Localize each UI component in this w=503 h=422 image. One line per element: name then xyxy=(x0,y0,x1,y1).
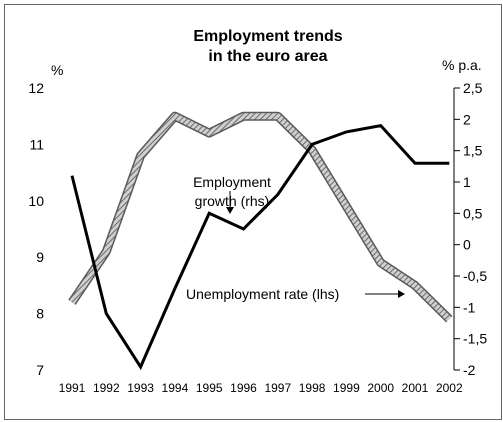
employment-growth-point xyxy=(413,161,417,165)
right-axis-unit: % p.a. xyxy=(442,57,482,73)
unemployment-rate-point xyxy=(413,283,417,287)
employment-growth-point xyxy=(447,161,451,165)
employment-growth-point xyxy=(207,211,211,215)
unemployment-rate-point xyxy=(242,114,246,118)
right-tick-label: 0 xyxy=(463,237,471,253)
unemployment-rate-arrow xyxy=(365,290,405,298)
chart-subtitle: in the euro area xyxy=(208,48,327,65)
unemployment-rate-point xyxy=(276,114,280,118)
right-tick-label: 1,5 xyxy=(463,143,483,159)
employment-growth-point xyxy=(310,142,314,146)
left-tick-label: 11 xyxy=(29,136,44,152)
x-tick-label: 1994 xyxy=(162,381,189,395)
right-tick-label: -1,5 xyxy=(463,331,487,347)
chart-frame xyxy=(4,4,502,420)
x-tick-label: 1996 xyxy=(230,381,257,395)
left-tick-label: 12 xyxy=(28,80,44,96)
unemployment-rate-point xyxy=(70,300,74,304)
left-axis-ticks: 12 11 10 9 8 7 xyxy=(28,80,44,378)
x-tick-label: 2001 xyxy=(402,381,429,395)
employment-growth-point xyxy=(70,174,74,178)
x-tick-label: 1992 xyxy=(93,381,120,395)
x-tick-label: 2002 xyxy=(436,381,463,395)
unemployment-rate-point xyxy=(379,261,383,265)
unemployment-rate-point xyxy=(139,154,143,158)
left-tick-label: 10 xyxy=(28,193,44,209)
right-tick-label: 2 xyxy=(463,111,471,127)
left-tick-label: 8 xyxy=(36,306,44,322)
chart-title: Employment trends xyxy=(193,28,342,45)
employment-growth-point xyxy=(242,227,246,231)
x-tick-label: 1995 xyxy=(196,381,223,395)
x-tick-label: 2000 xyxy=(367,381,394,395)
unemployment-rate-point xyxy=(344,204,348,208)
employment-growth-point xyxy=(173,287,177,291)
employment-growth-point xyxy=(276,193,280,197)
unemployment-rate-point xyxy=(173,114,177,118)
unemployment-rate-point xyxy=(310,148,314,152)
x-tick-label: 1998 xyxy=(299,381,326,395)
right-tick-label: -0,5 xyxy=(463,268,487,284)
employment-growth-arrow xyxy=(226,191,234,214)
x-tick-label: 1999 xyxy=(333,381,360,395)
x-tick-label: 1997 xyxy=(264,381,291,395)
employment-growth-point xyxy=(139,365,143,369)
right-tick-label: -1 xyxy=(463,299,476,315)
employment-growth-label-line1: Employment xyxy=(193,174,271,190)
left-tick-label: 9 xyxy=(36,249,44,265)
unemployment-rate-point xyxy=(447,317,451,321)
right-tick-label: 1 xyxy=(463,174,471,190)
x-tick-label: 1993 xyxy=(127,381,154,395)
unemployment-rate-point xyxy=(207,131,211,135)
x-tick-label: 1991 xyxy=(59,381,86,395)
right-tick-label: 2,5 xyxy=(463,80,483,96)
employment-growth-line xyxy=(70,123,450,371)
employment-growth-points xyxy=(70,124,451,369)
unemployment-rate-point xyxy=(104,250,108,254)
right-axis-ticks: 2,5 2 1,5 1 0,5 0 -0,5 -1 -1,5 -2 xyxy=(454,80,487,378)
right-tick-label: -2 xyxy=(463,362,476,378)
left-tick-label: 7 xyxy=(36,362,44,378)
employment-growth-point xyxy=(344,130,348,134)
left-axis-unit: % xyxy=(51,62,63,78)
x-axis-ticks: 1991 1992 1993 1994 1995 1996 1997 1998 1999 2000… xyxy=(59,381,463,395)
right-tick-label: 0,5 xyxy=(463,205,483,221)
employment-growth-label-line2: growth (rhs) xyxy=(195,193,270,209)
unemployment-rate-label: Unemployment rate (lhs) xyxy=(186,286,339,302)
employment-growth-point xyxy=(104,312,108,316)
unemployment-rate-line xyxy=(69,113,452,322)
employment-growth-point xyxy=(379,124,383,128)
